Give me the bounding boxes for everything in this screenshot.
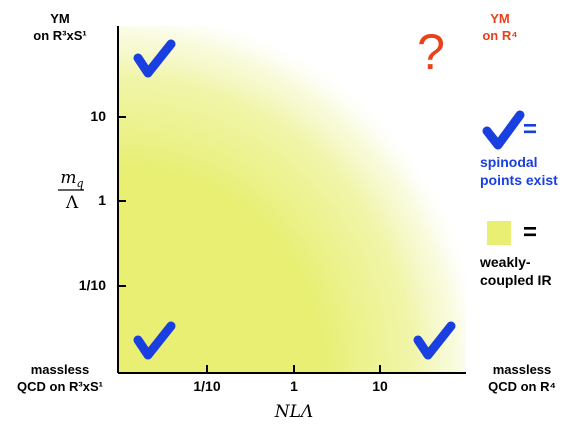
y-tick-label-1: 1 bbox=[98, 192, 106, 208]
corner-label-top-right: YM on R⁴ bbox=[470, 10, 530, 44]
y-tick-label-1-10: 1/10 bbox=[78, 277, 106, 293]
corner-label-bottom-right: massless QCD on R⁴ bbox=[464, 361, 580, 395]
legend-check-equals: = bbox=[523, 116, 538, 143]
legend-swatch-text: weakly- coupled IR bbox=[480, 253, 580, 289]
corner-top-left-line1: YM bbox=[50, 11, 70, 26]
legend-check-text: spinodal points exist bbox=[480, 153, 580, 189]
corner-top-left-line2: on R³xS¹ bbox=[33, 28, 87, 43]
corner-top-right-line1: YM bbox=[490, 11, 510, 26]
x-tick-label-1: 1 bbox=[290, 378, 298, 394]
legend-swatch bbox=[487, 221, 511, 245]
corner-top-right-line2: on R⁴ bbox=[482, 28, 518, 43]
legend-check-icon bbox=[482, 110, 525, 150]
weakly-coupled-region bbox=[118, 26, 466, 373]
corner-bottom-right-line2: QCD on R⁴ bbox=[488, 379, 556, 394]
corner-bottom-right-line1: massless bbox=[492, 362, 552, 377]
y-label-sub: q bbox=[76, 177, 84, 190]
y-tick-label-10: 10 bbox=[90, 108, 106, 124]
check-icon-bottom-right bbox=[413, 321, 456, 360]
y-axis-label-numerator: mq bbox=[56, 168, 88, 194]
legend-swatch-line2: coupled IR bbox=[480, 272, 552, 288]
check-icon-top-left bbox=[133, 39, 176, 78]
question-mark: ? bbox=[417, 24, 445, 80]
legend-check-line1: spinodal bbox=[480, 154, 538, 170]
x-tick-label-10: 10 bbox=[372, 378, 388, 394]
legend-check-line2: points exist bbox=[480, 172, 558, 188]
legend-swatch-line1: weakly- bbox=[480, 254, 531, 270]
x-tick-label-1-10: 1/10 bbox=[193, 378, 221, 394]
legend-swatch-equals: = bbox=[523, 219, 538, 246]
corner-bottom-left-line1: massless bbox=[30, 362, 90, 377]
y-label-m: m bbox=[60, 168, 77, 188]
corner-label-bottom-left: massless QCD on R³xS¹ bbox=[2, 361, 118, 395]
corner-bottom-left-line2: QCD on R³xS¹ bbox=[17, 379, 103, 394]
y-axis-label-denominator: Λ bbox=[65, 193, 79, 213]
x-axis-label: NLΛ bbox=[274, 402, 314, 422]
check-icon-bottom-left bbox=[133, 321, 176, 360]
corner-label-top-left: YM on R³xS¹ bbox=[16, 10, 104, 44]
